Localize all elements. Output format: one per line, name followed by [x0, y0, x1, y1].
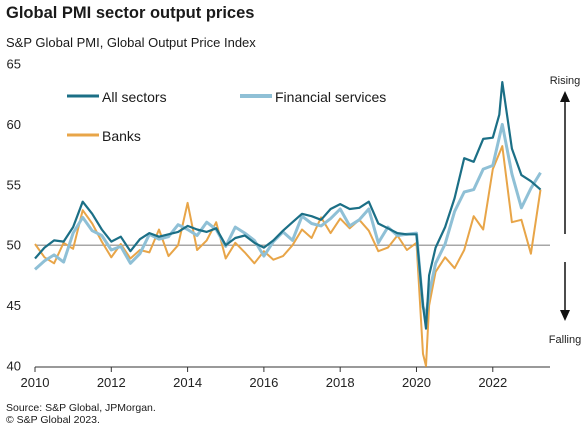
y-tick-label: 45 [7, 298, 21, 313]
legend-label: Financial services [275, 89, 386, 105]
legend-label: Banks [102, 128, 141, 144]
copyright-line: © S&P Global 2023. [6, 414, 100, 426]
rising-arrow-head [560, 91, 570, 102]
falling-label: Falling [549, 334, 581, 346]
series-line-banks [34, 145, 542, 367]
rising-label: Rising [550, 75, 581, 87]
x-tick-label: 2022 [478, 375, 507, 390]
series-line-financial-services [33, 122, 542, 318]
chart-subtitle: S&P Global PMI, Global Output Price Inde… [6, 35, 256, 50]
x-tick-label: 2020 [402, 375, 431, 390]
x-tick-label: 2014 [173, 375, 202, 390]
y-tick-label: 40 [7, 359, 21, 374]
falling-arrow-head [560, 310, 570, 321]
legend-label: All sectors [102, 89, 167, 105]
source-line: Source: S&P Global, JPMorgan. [6, 402, 156, 414]
y-tick-label: 55 [7, 177, 21, 192]
x-tick-label: 2012 [97, 375, 126, 390]
x-tick-label: 2016 [249, 375, 278, 390]
y-tick-label: 50 [7, 238, 21, 253]
x-tick-label: 2010 [21, 375, 50, 390]
y-tick-label: 60 [7, 117, 21, 132]
source-note: Source: S&P Global, JPMorgan. © S&P Glob… [6, 402, 156, 426]
x-tick-label: 2018 [326, 375, 355, 390]
y-tick-label: 65 [7, 57, 21, 72]
chart-title: Global PMI sector output prices [6, 4, 255, 22]
series-line-all-sectors [34, 80, 542, 330]
